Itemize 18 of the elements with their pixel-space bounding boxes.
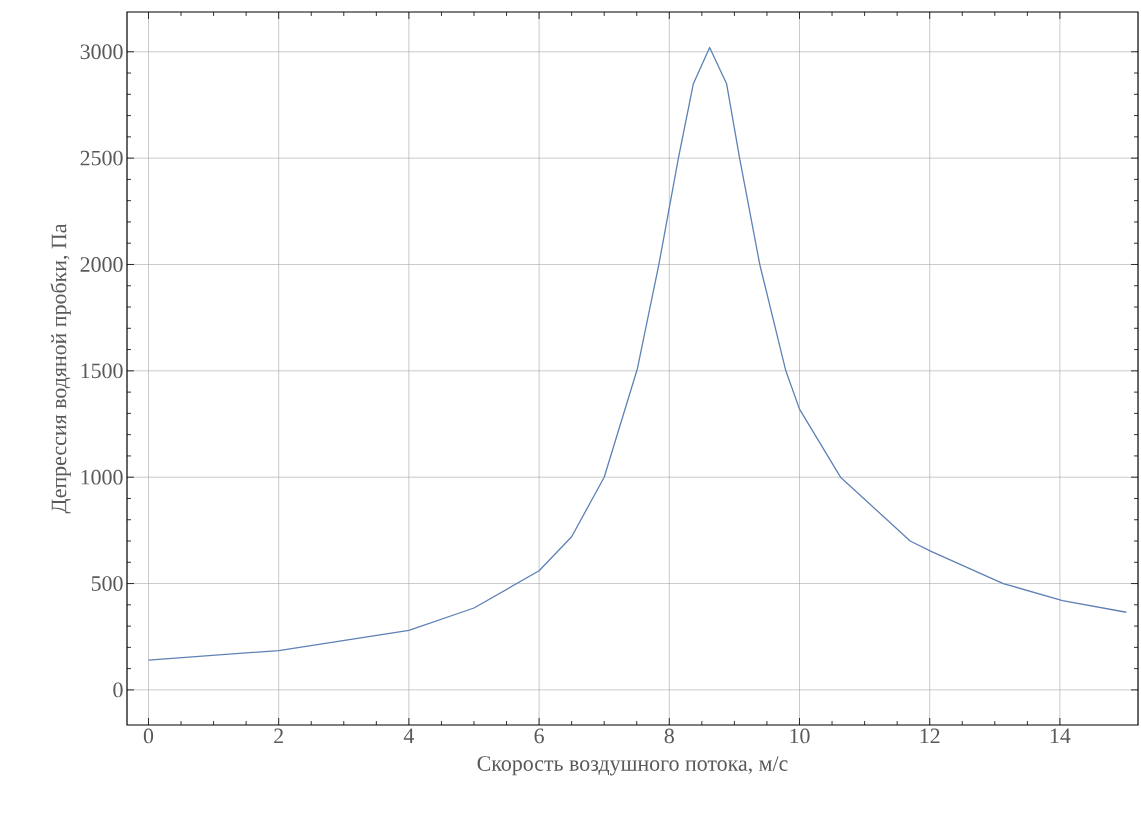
x-axis-title: Скорость воздушного потока, м/с [477,756,788,776]
line-series [147,46,1127,661]
y-tick-label: 2000 [80,257,123,272]
y-tick-label: 0 [113,682,123,698]
x-tick-label: 8 [664,728,674,744]
x-tick-label: 0 [143,728,154,744]
y-tick-label: 500 [91,576,123,591]
y-tick-label: 2500 [80,150,123,166]
x-tick-label: 10 [790,728,810,744]
y-tick-label: 3000 [80,44,123,60]
x-tick-label: 6 [534,728,544,744]
y-tick-label: 1000 [81,469,123,485]
x-tick-label: 4 [403,728,415,743]
x-tick-label: 2 [274,728,283,744]
y-tick-label: 1500 [81,363,123,379]
y-axis-title: Депрессия водяной пробки, Па [50,223,71,514]
x-tick-label: 12 [920,728,940,744]
x-tick-label: 14 [1050,728,1071,743]
